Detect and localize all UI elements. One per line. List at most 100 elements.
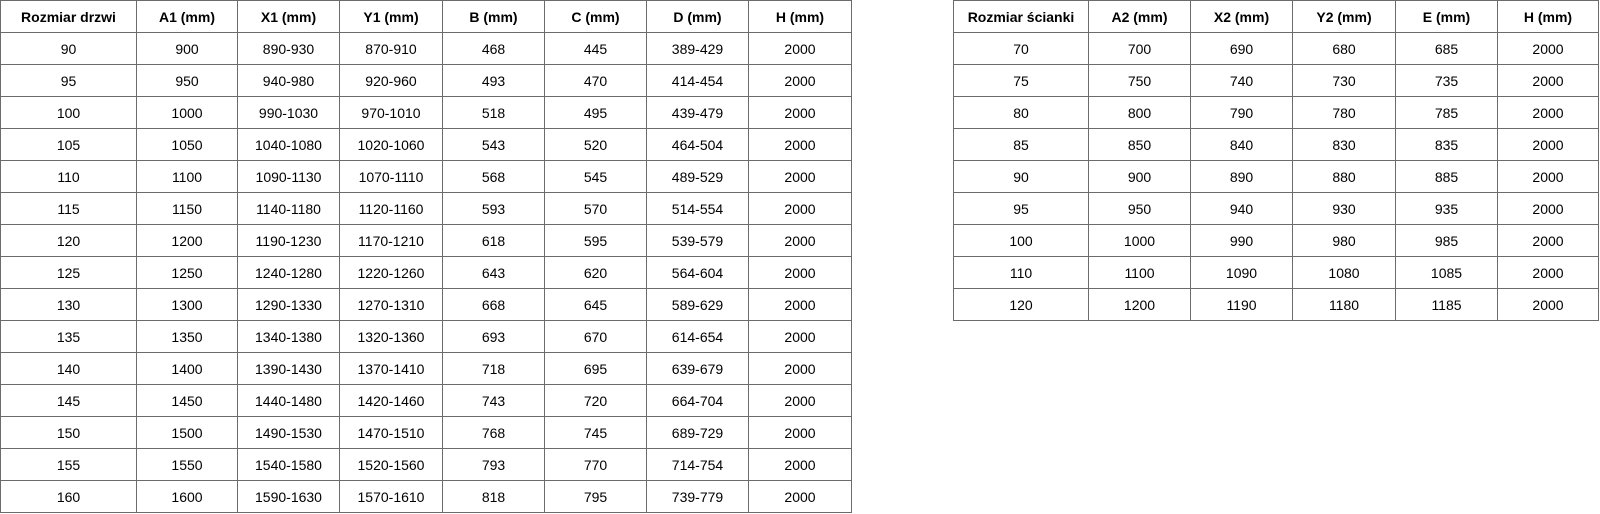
table-cell: 2000 [748, 480, 852, 513]
table-cell: 730 [1292, 64, 1396, 97]
table-cell: 664-704 [646, 384, 749, 417]
table-cell: 880 [1292, 160, 1396, 193]
table-cell: 1100 [136, 160, 238, 193]
table-cell: 1150 [136, 192, 238, 225]
table-cell: 2000 [748, 96, 852, 129]
column-header: X1 (mm) [237, 0, 340, 33]
table-cell: 950 [136, 64, 238, 97]
table-cell: 120 [0, 224, 137, 257]
column-header: H (mm) [1497, 0, 1599, 33]
column-header: Rozmiar ścianki [953, 0, 1089, 33]
table-cell: 1200 [136, 224, 238, 257]
table-cell: 1140-1180 [237, 192, 340, 225]
table-cell: 1090-1130 [237, 160, 340, 193]
table-row: 95 950 940 930 935 2000 [953, 192, 1599, 225]
table-cell: 2000 [748, 448, 852, 481]
table-cell: 468 [442, 32, 545, 65]
table-cell: 2000 [748, 384, 852, 417]
table-cell: 90 [0, 32, 137, 65]
table-cell: 790 [1190, 96, 1293, 129]
table-cell: 595 [544, 224, 647, 257]
table-cell: 389-429 [646, 32, 749, 65]
table-cell: 2000 [748, 288, 852, 321]
table-row: 140 1400 1390-1430 1370-1410 718 695 639-679 20… [0, 352, 852, 385]
table-cell: 745 [544, 416, 647, 449]
table-row: 155 1550 1540-1580 1520-1560 793 770 714-754 20… [0, 448, 852, 481]
table-cell: 1370-1410 [339, 352, 443, 385]
table-cell: 1600 [136, 480, 238, 513]
table-row: 145 1450 1440-1480 1420-1460 743 720 664-704 20… [0, 384, 852, 417]
table-cell: 2000 [1497, 160, 1599, 193]
table-cell: 690 [1190, 32, 1293, 65]
table-cell: 940-980 [237, 64, 340, 97]
table-cell: 120 [953, 288, 1089, 321]
table-cell: 100 [0, 96, 137, 129]
table-row: 135 1350 1340-1380 1320-1360 693 670 614-654 20… [0, 320, 852, 353]
table-cell: 740 [1190, 64, 1293, 97]
table-cell: 990 [1190, 224, 1293, 257]
table-cell: 95 [953, 192, 1089, 225]
table-cell: 1570-1610 [339, 480, 443, 513]
table-cell: 1540-1580 [237, 448, 340, 481]
table-cell: 593 [442, 192, 545, 225]
table-cell: 140 [0, 352, 137, 385]
table-cell: 1420-1460 [339, 384, 443, 417]
table-cell: 130 [0, 288, 137, 321]
table-cell: 2000 [1497, 288, 1599, 321]
table-cell: 489-529 [646, 160, 749, 193]
table-cell: 2000 [748, 64, 852, 97]
table-cell: 1040-1080 [237, 128, 340, 161]
table-cell: 689-729 [646, 416, 749, 449]
table-cell: 85 [953, 128, 1089, 161]
table-cell: 1440-1480 [237, 384, 340, 417]
table-cell: 614-654 [646, 320, 749, 353]
table-cell: 1300 [136, 288, 238, 321]
table-cell: 1590-1630 [237, 480, 340, 513]
table-cell: 2000 [1497, 64, 1599, 97]
table-header-row: Rozmiar ścianki A2 (mm) X2 (mm) Y2 (mm) E (m… [953, 0, 1599, 33]
table-cell: 1020-1060 [339, 128, 443, 161]
table-cell: 110 [953, 256, 1089, 289]
table-cell: 618 [442, 224, 545, 257]
column-header: E (mm) [1395, 0, 1498, 33]
table-cell: 570 [544, 192, 647, 225]
table-cell: 739-779 [646, 480, 749, 513]
table-cell: 75 [953, 64, 1089, 97]
table-cell: 1070-1110 [339, 160, 443, 193]
table-cell: 1350 [136, 320, 238, 353]
table-cell: 2000 [748, 160, 852, 193]
table-row: 75 750 740 730 735 2000 [953, 64, 1599, 97]
table-cell: 564-604 [646, 256, 749, 289]
table-cell: 2000 [748, 224, 852, 257]
table-cell: 900 [136, 32, 238, 65]
table-cell: 514-554 [646, 192, 749, 225]
table-cell: 2000 [748, 416, 852, 449]
table-cell: 940 [1190, 192, 1293, 225]
table-cell: 543 [442, 128, 545, 161]
table-cell: 970-1010 [339, 96, 443, 129]
table-cell: 795 [544, 480, 647, 513]
table-cell: 830 [1292, 128, 1396, 161]
table-cell: 150 [0, 416, 137, 449]
table-cell: 780 [1292, 96, 1396, 129]
table-cell: 793 [442, 448, 545, 481]
table-cell: 493 [442, 64, 545, 97]
column-header: D (mm) [646, 0, 749, 33]
column-header: A1 (mm) [136, 0, 238, 33]
table-cell: 743 [442, 384, 545, 417]
table-cell: 930 [1292, 192, 1396, 225]
table-cell: 1190 [1190, 288, 1293, 321]
table-cell: 70 [953, 32, 1089, 65]
table-cell: 2000 [748, 256, 852, 289]
table-cell: 1050 [136, 128, 238, 161]
door-dimensions-table: Rozmiar drzwi A1 (mm) X1 (mm) Y1 (mm) B (mm)… [0, 0, 852, 513]
table-cell: 1085 [1395, 256, 1498, 289]
table-cell: 2000 [748, 192, 852, 225]
table-cell: 2000 [1497, 128, 1599, 161]
table-cell: 1290-1330 [237, 288, 340, 321]
table-cell: 1000 [1088, 224, 1191, 257]
table-cell: 700 [1088, 32, 1191, 65]
table-cell: 785 [1395, 96, 1498, 129]
table-cell: 714-754 [646, 448, 749, 481]
table-cell: 2000 [748, 32, 852, 65]
